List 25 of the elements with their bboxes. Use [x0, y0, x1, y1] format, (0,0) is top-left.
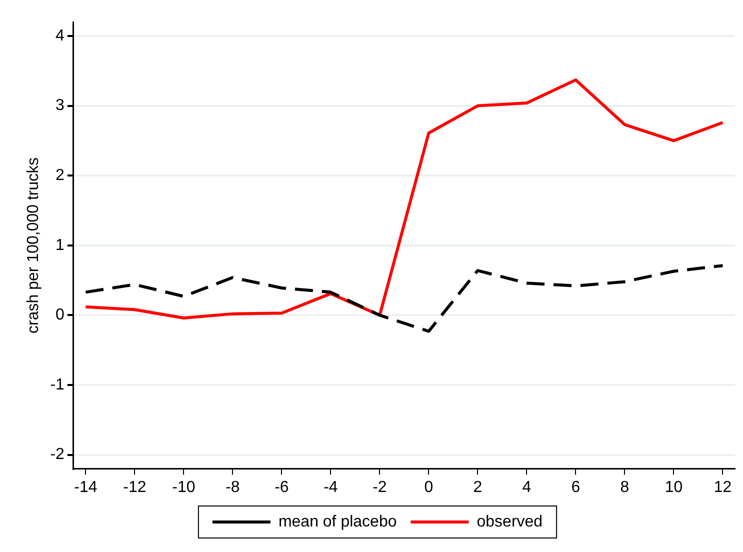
y-tick-label: -2	[50, 446, 65, 464]
x-tick-label: 10	[664, 478, 683, 496]
x-tick-label: -2	[372, 478, 387, 496]
y-tick-label: 3	[56, 97, 65, 114]
line-series	[84, 264, 724, 333]
x-tick-label: -12	[123, 478, 146, 496]
y-tick-label: 1	[56, 236, 65, 254]
y-tick-label: 0	[56, 306, 65, 324]
x-tick-label: -6	[274, 478, 289, 496]
legend-label: mean of placebo	[278, 513, 397, 530]
legend-label: observed	[476, 513, 543, 530]
x-tick-label: -4	[324, 478, 338, 496]
x-tick-label: -14	[74, 478, 98, 496]
x-tick-label: 2	[473, 478, 482, 496]
y-tick-label: 2	[56, 166, 65, 184]
x-tick-label: -8	[226, 478, 240, 496]
y-tick-label: -1	[50, 376, 65, 394]
y-axis-title: crash per 100,000 trucks	[25, 157, 42, 334]
x-tick-label: 0	[424, 478, 434, 496]
x-tick-label: 12	[714, 478, 732, 496]
x-tick-label: -10	[172, 478, 196, 496]
x-tick-label: 4	[522, 478, 532, 496]
x-tick-label: 6	[571, 478, 580, 496]
y-tick-label: 4	[56, 27, 65, 44]
x-tick-label: 8	[620, 478, 630, 496]
